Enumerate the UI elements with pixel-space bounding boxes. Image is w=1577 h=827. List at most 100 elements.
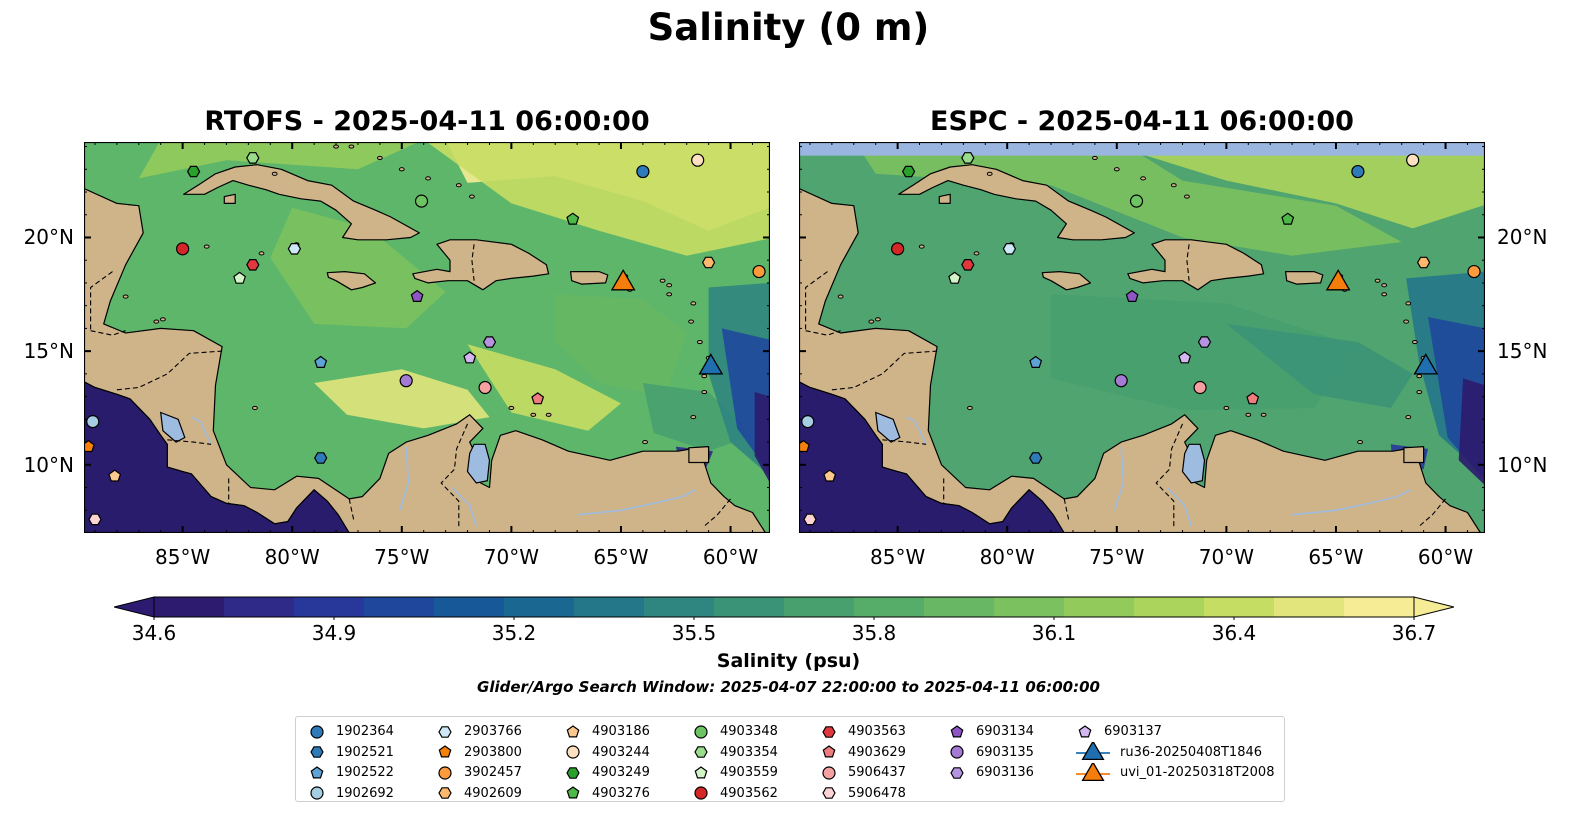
marker-1902364: [1351, 164, 1365, 179]
country-border: [440, 423, 469, 527]
legend-item: 5906478: [820, 783, 906, 804]
legend-marker-icon: [438, 745, 452, 758]
legend-label: 4903354: [720, 744, 778, 760]
land-trinidad: [1403, 446, 1425, 464]
country-border: [882, 439, 927, 445]
legend-item: 4903348: [692, 721, 778, 742]
river: [398, 446, 410, 511]
legend-label: 4903244: [592, 744, 650, 760]
legend-item: 4903562: [692, 783, 778, 804]
legend-label: ru36-20250408T1846: [1120, 744, 1263, 760]
land-isle_youth: [223, 193, 236, 205]
colorbar-segment: [154, 597, 225, 617]
colorbar-extend-min: [114, 596, 155, 618]
small-island: [545, 412, 552, 417]
legend-marker-icon: [310, 786, 324, 800]
legend-shape: [694, 786, 708, 800]
x-tick-label: 85°W: [155, 545, 211, 569]
colorbar-frame: [153, 596, 1415, 618]
small-island: [258, 251, 265, 256]
salinity-region: [270, 207, 446, 329]
marker-4902609: [1416, 256, 1431, 269]
y-tick-label-right: 10°N: [1497, 452, 1548, 477]
marker-6903136: [482, 336, 497, 348]
marker-4903562: [891, 242, 905, 256]
legend-marker-icon: [1076, 762, 1110, 781]
salinity-region: [1226, 323, 1413, 408]
marker-4903186: [108, 469, 122, 482]
small-island: [530, 412, 537, 417]
legend-item: 6903137: [1076, 721, 1162, 742]
x-tick-label: 80°W: [979, 545, 1035, 569]
axis-ticks: [799, 142, 1485, 533]
legend-shape: [1078, 724, 1092, 737]
colorbar-tick-label: 34.6: [131, 621, 177, 645]
x-tick-label: 65°W: [1308, 545, 1364, 569]
salinity-region: [754, 392, 770, 483]
river: [191, 416, 212, 445]
map-panel-espc: [799, 142, 1485, 533]
x-tick-label: 85°W: [870, 545, 926, 569]
colorbar-label: Salinity (psu): [716, 650, 861, 672]
legend-triangle: [1081, 742, 1105, 761]
x-tick-label: 60°W: [1417, 545, 1474, 569]
marker-4903348: [414, 194, 429, 208]
legend-item: 1902364: [308, 721, 394, 742]
no-data-strip: [799, 142, 1485, 156]
marker-2903800: [799, 439, 810, 453]
marker-4903563: [246, 258, 260, 271]
panel-title-espc: ESPC - 2025-04-11 06:00:00: [930, 106, 1354, 137]
legend-marker-icon: [1076, 742, 1110, 761]
marker-6903134: [410, 289, 424, 302]
colorbar-segment: [364, 597, 435, 617]
small-island: [973, 251, 980, 256]
legend-item: 4903354: [692, 742, 778, 763]
small-island: [508, 405, 515, 411]
salinity-region: [314, 369, 490, 429]
x-tick-label: 60°W: [702, 545, 759, 569]
salinity-region: [555, 294, 687, 397]
legend-shape: [822, 745, 836, 758]
marker-6903135: [1114, 374, 1128, 388]
small-island: [690, 414, 697, 420]
salinity-region: [426, 142, 770, 256]
legend-shape: [694, 724, 708, 739]
lake-maracaibo: [1181, 443, 1206, 484]
legend-label: 1902522: [336, 765, 394, 780]
legend: 1902364 1902521 1902522 1902692 2903766 29038…: [295, 716, 1285, 802]
legend-marker-icon: [694, 765, 708, 778]
small-island: [1140, 176, 1146, 181]
legend-shape: [566, 766, 580, 779]
x-tick-label: 70°W: [1198, 545, 1254, 569]
colorbar-tick-label: 35.2: [491, 621, 537, 645]
legend-item: 4902609: [436, 783, 522, 804]
legend-marker-icon: [822, 765, 836, 780]
marker-1902522: [314, 355, 328, 368]
river: [577, 489, 696, 516]
legend-marker-icon: [694, 786, 708, 800]
land-cuba: [898, 164, 1135, 241]
marker-uvi_01-20250318T2008: [610, 268, 636, 291]
colorbar-segment: [1134, 597, 1205, 617]
small-island: [1403, 319, 1409, 324]
river: [451, 486, 478, 527]
small-island: [659, 278, 666, 283]
small-island: [376, 155, 383, 161]
marker-uvi_01-20250318T2008: [1325, 268, 1351, 291]
river: [1113, 446, 1125, 511]
small-island: [1113, 167, 1120, 172]
legend-item: 2903800: [436, 742, 522, 763]
colorbar-segment: [924, 597, 995, 617]
marker-4903186: [823, 469, 837, 482]
legend-label: uvi_01-20250318T2008: [1120, 765, 1275, 780]
legend-shape: [694, 765, 708, 778]
small-island: [398, 167, 405, 172]
legend-item: 2903766: [436, 721, 522, 742]
land-puertorico: [570, 271, 609, 285]
figure-title: Salinity (0 m): [647, 6, 930, 49]
marker-3902457: [752, 264, 766, 279]
small-island: [642, 439, 648, 445]
marker-4903354: [961, 152, 975, 164]
legend-label: 6903135: [976, 744, 1034, 760]
small-island: [252, 405, 258, 411]
